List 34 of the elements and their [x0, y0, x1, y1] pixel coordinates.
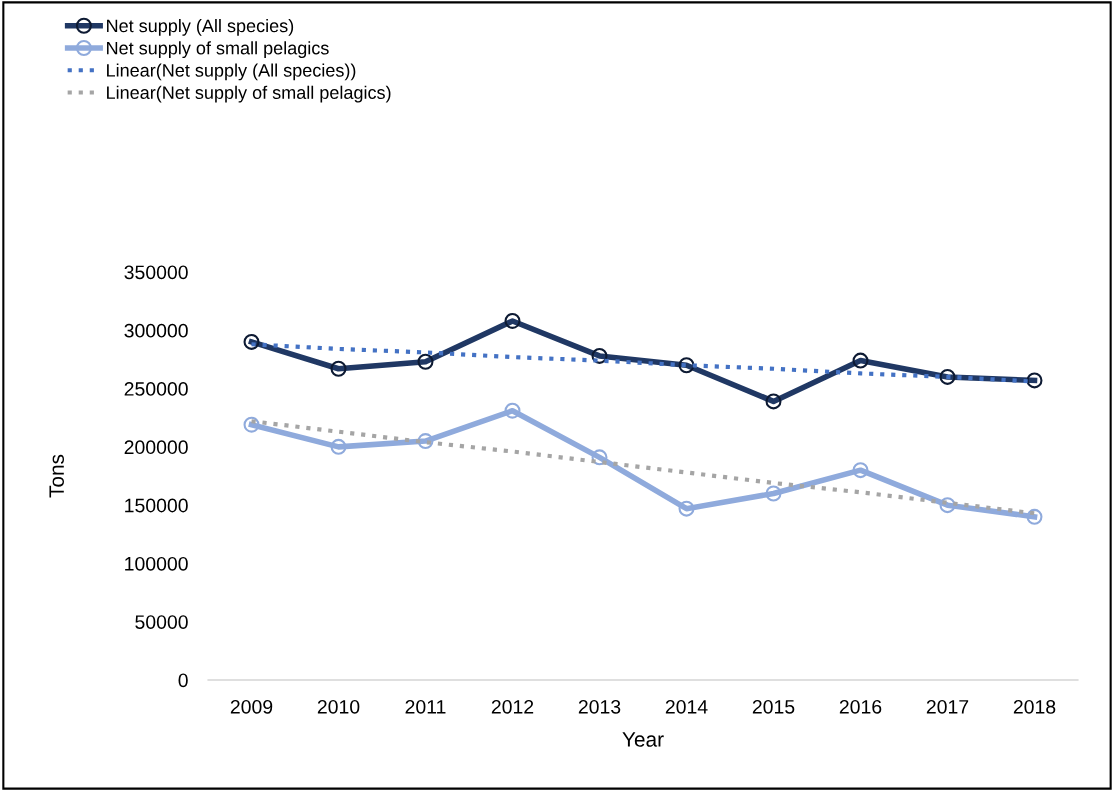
y-tick-label: 0: [178, 673, 188, 688]
point: [765, 485, 782, 502]
point: [243, 416, 260, 433]
y-tick-label: 150000: [125, 498, 188, 513]
y-axis-title: Tons: [49, 454, 64, 498]
point: [939, 497, 956, 514]
x-tick-label: 2009: [230, 699, 273, 714]
legend-label: Net supply (All species): [107, 18, 294, 36]
x-tick-label: 2013: [578, 699, 621, 714]
y-tick-label: 200000: [124, 440, 188, 455]
x-tick-label: 2016: [839, 699, 882, 714]
legend-label: Net supply of small pelagics: [107, 41, 329, 59]
point: [1026, 508, 1043, 525]
y-tick-label: 100000: [125, 556, 188, 571]
point: [504, 402, 521, 419]
point: [852, 462, 869, 479]
y-tick-label: 300000: [124, 323, 188, 338]
legend-label: Linear(Net supply of small pelagics): [107, 85, 391, 103]
x-tick-label: 2015: [752, 699, 795, 714]
legend-label: Linear(Net supply (All species)): [107, 63, 356, 81]
point: [417, 433, 434, 450]
x-tick-label: 2017: [926, 699, 969, 714]
y-tick-label: 350000: [124, 265, 188, 280]
point: [330, 438, 347, 455]
y-tick-label: 50000: [135, 615, 188, 629]
x-tick-label: 2018: [1013, 699, 1056, 714]
x-tick-label: 2012: [491, 699, 534, 714]
point: [591, 449, 608, 466]
x-axis-title: Year: [622, 732, 664, 747]
x-tick-label: 2010: [317, 699, 360, 714]
point: [678, 500, 695, 517]
x-tick-label: 2011: [405, 699, 446, 714]
x-tick-label: 2014: [665, 699, 708, 714]
y-tick-label: 250000: [124, 382, 188, 396]
